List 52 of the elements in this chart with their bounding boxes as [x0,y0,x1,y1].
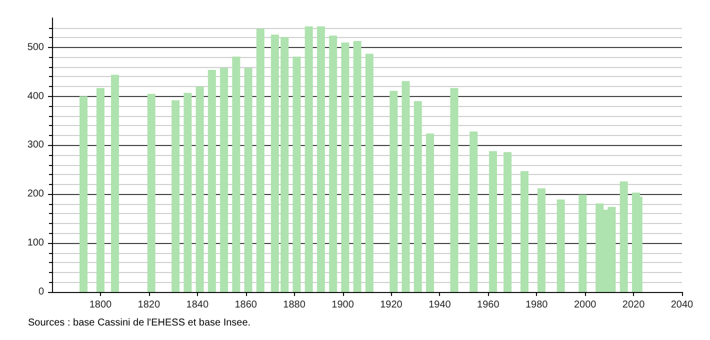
bar [489,151,497,292]
x-tick-label: 2040 [670,300,694,310]
y-tick-label: 100 [27,238,44,249]
bar [184,92,192,292]
x-tick-label: 2020 [622,300,646,310]
bar [414,101,422,292]
bar [365,54,374,292]
y-tick-label: 0 [38,286,44,298]
bar [96,88,104,292]
x-tick-label: 1820 [138,300,160,310]
bar [520,171,528,292]
bar [111,74,119,292]
bar [292,56,301,292]
bar [402,81,410,292]
bar [208,70,216,292]
bar [196,86,204,292]
bar [578,194,587,292]
bar [390,90,398,292]
bar [244,68,252,292]
x-tick-label: 1880 [283,300,306,310]
x-tick-label: 1860 [234,300,258,310]
x-tick-label: 1940 [428,300,452,310]
x-tick-label: 1980 [525,300,548,310]
x-tick-label: 1800 [89,300,112,310]
x-tick-label: 1920 [380,300,403,310]
bar [556,200,565,292]
bar [220,68,228,292]
y-tick-label: 300 [27,140,44,151]
bar [304,26,313,292]
bar [620,181,628,292]
bar [80,96,88,292]
source-note: Sources : base Cassini de l'EHESS et base Insee. [28,318,251,328]
bar [341,42,350,292]
x-tick-label: 1900 [332,300,354,310]
bar [537,188,546,292]
y-tick-label: 500 [27,42,44,53]
bar [504,152,512,292]
bar [232,56,240,292]
bar [426,133,434,292]
bar [256,28,264,292]
x-tick-label: 1960 [477,300,500,310]
bar [316,26,325,292]
bar [470,132,478,292]
bar [450,88,458,292]
bar [353,40,362,292]
bar [329,36,338,292]
x-tick-label: 2000 [574,300,597,310]
y-tick-label: 200 [27,188,44,200]
bar [172,100,180,292]
bar [147,94,156,292]
y-tick-label: 400 [27,90,44,102]
x-tick-label: 1840 [186,300,209,310]
